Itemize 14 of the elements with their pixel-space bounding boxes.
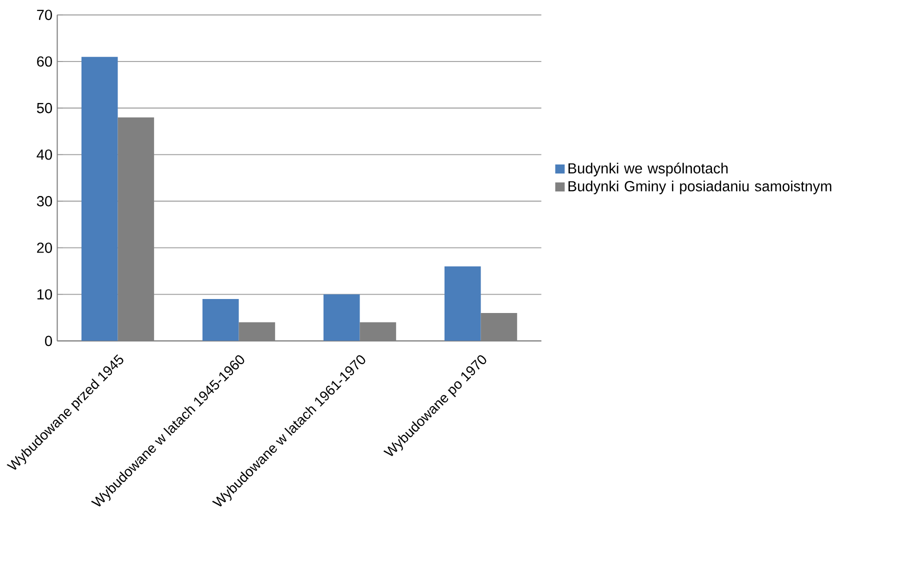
y-tick-label: 50 [36, 102, 52, 113]
y-tick-label: 20 [37, 242, 52, 253]
bar [323, 294, 360, 341]
y-tick-label: 70 [37, 10, 52, 20]
y-tick-label: 60 [37, 56, 52, 66]
y-tick-label: 40 [36, 149, 52, 160]
y-tick-label: 30 [36, 196, 52, 206]
legend-label: Budynki Gminy i posiadaniu samoistnym [568, 180, 832, 194]
bar [81, 56, 118, 341]
bar [444, 266, 481, 341]
bar [202, 298, 239, 341]
y-tick-label: 10 [37, 288, 52, 300]
legend-label: Budynki we wspólnotach [568, 162, 728, 176]
y-tick-label: 0 [45, 336, 52, 346]
